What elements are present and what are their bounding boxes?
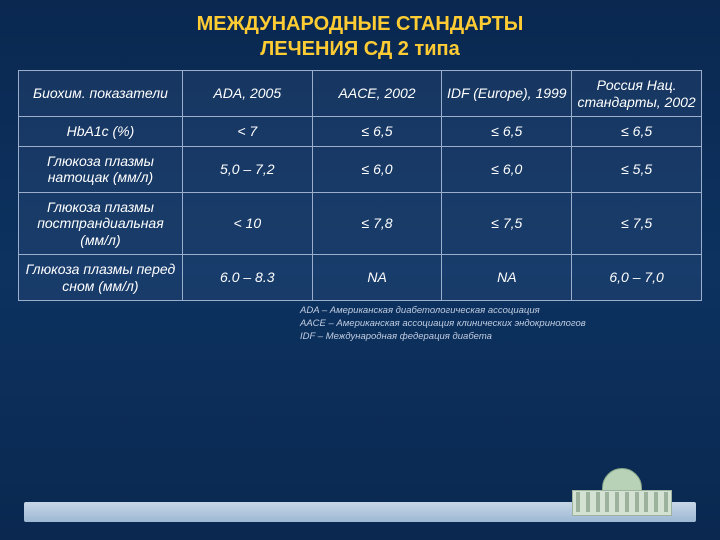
cell: < 7 — [182, 117, 312, 147]
standards-table: Биохим. показатели ADA, 2005 AACE, 2002 … — [18, 70, 702, 301]
footnotes: ADA – Американская диабетологическая асс… — [300, 305, 720, 343]
cell: 5,0 – 7,2 — [182, 146, 312, 192]
cell: < 10 — [182, 192, 312, 255]
cell: ≤ 6,5 — [572, 117, 702, 147]
cell: ≤ 6,0 — [442, 146, 572, 192]
building-icon — [562, 468, 682, 528]
cell: ≤ 7,5 — [442, 192, 572, 255]
col-header: IDF (Europe), 1999 — [442, 71, 572, 117]
cell: 6,0 – 7,0 — [572, 255, 702, 301]
footnote-line: AACE – Американская ассоциация клиническ… — [300, 318, 720, 331]
col-header: ADA, 2005 — [182, 71, 312, 117]
cell: ≤ 5,5 — [572, 146, 702, 192]
footnote-line: IDF – Международная федерация диабета — [300, 331, 720, 344]
slide-title: МЕЖДУНАРОДНЫЕ СТАНДАРТЫ ЛЕЧЕНИЯ СД 2 тип… — [0, 0, 720, 70]
col-header: AACE, 2002 — [312, 71, 442, 117]
table-row: Глюкоза плазмы перед сном (мм/л) 6.0 – 8… — [19, 255, 702, 301]
table-row: HbA1c (%) < 7 ≤ 6,5 ≤ 6,5 ≤ 6,5 — [19, 117, 702, 147]
row-label: Глюкоза плазмы перед сном (мм/л) — [19, 255, 183, 301]
cell: ≤ 6,0 — [312, 146, 442, 192]
cell: ≤ 6,5 — [312, 117, 442, 147]
col-header: Биохим. показатели — [19, 71, 183, 117]
table-header-row: Биохим. показатели ADA, 2005 AACE, 2002 … — [19, 71, 702, 117]
cell: ≤ 7,5 — [572, 192, 702, 255]
col-header: Россия Нац. стандарты, 2002 — [572, 71, 702, 117]
standards-table-wrap: Биохим. показатели ADA, 2005 AACE, 2002 … — [0, 70, 720, 301]
cell: NA — [442, 255, 572, 301]
cell: ≤ 7,8 — [312, 192, 442, 255]
footnote-line: ADA – Американская диабетологическая асс… — [300, 305, 720, 318]
row-label: HbA1c (%) — [19, 117, 183, 147]
table-row: Глюкоза плазмы постпрандиальная (мм/л) <… — [19, 192, 702, 255]
title-line-2: ЛЕЧЕНИЯ СД 2 типа — [260, 38, 459, 60]
cell: 6.0 – 8.3 — [182, 255, 312, 301]
table-row: Глюкоза плазмы натощак (мм/л) 5,0 – 7,2 … — [19, 146, 702, 192]
title-line-1: МЕЖДУНАРОДНЫЕ СТАНДАРТЫ — [197, 13, 524, 35]
row-label: Глюкоза плазмы постпрандиальная (мм/л) — [19, 192, 183, 255]
row-label: Глюкоза плазмы натощак (мм/л) — [19, 146, 183, 192]
cell: ≤ 6,5 — [442, 117, 572, 147]
cell: NA — [312, 255, 442, 301]
